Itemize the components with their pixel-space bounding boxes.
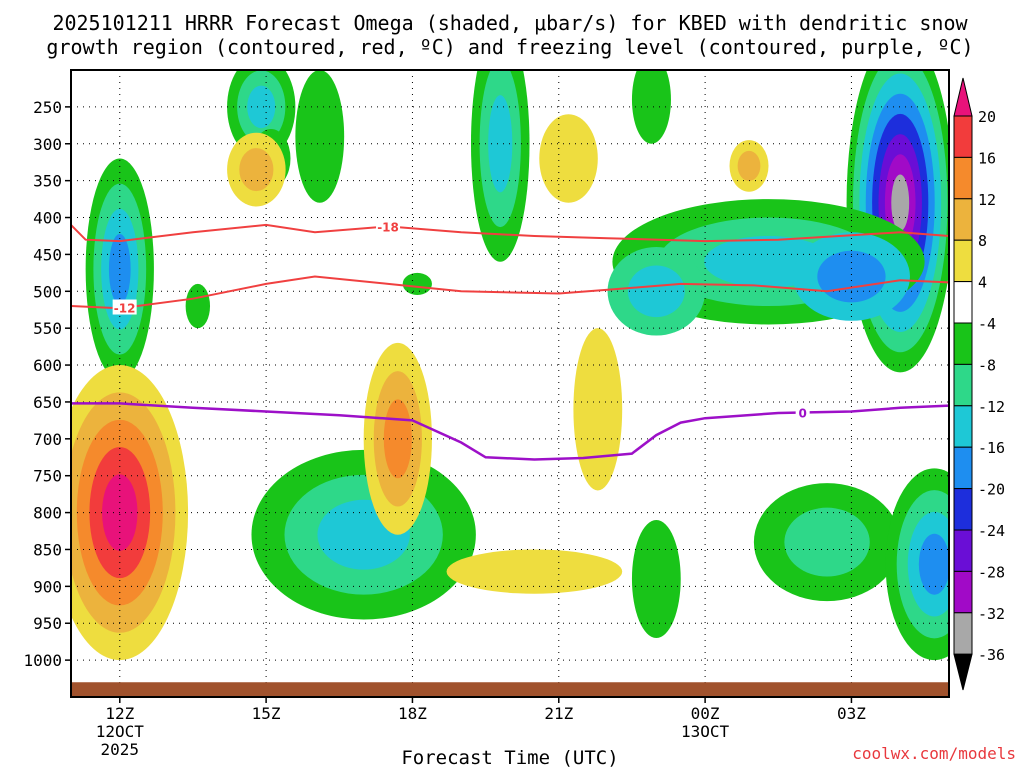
x-tick-label-2: 18Z: [398, 704, 427, 723]
omega-area-6-level-0: [539, 114, 598, 203]
omega-area-20-level-3: [918, 533, 949, 595]
chart-title-line-1: 2025101211 HRRR Forecast Omega (shaded, …: [52, 11, 968, 35]
colorbar-bin-4: [953, 239, 973, 283]
temperature-contours: -18 -12 0: [71, 218, 949, 461]
x-axis-label: Forecast Time (UTC): [401, 747, 618, 768]
y-tick-label-0: 250: [33, 98, 62, 117]
y-tick-label-5: 500: [33, 282, 62, 301]
x-tick-label-3: 21Z: [544, 704, 573, 723]
credit-text: coolwx.com/models: [852, 744, 1016, 763]
colorbar-label-7: -12: [978, 398, 1005, 416]
colorbar-label-3: 8: [978, 232, 987, 250]
colorbar-bin-5: [953, 281, 973, 324]
dendritic-contour-1: [71, 275, 949, 310]
colorbar-bin-7: [953, 363, 973, 407]
omega-area-16-level-0: [446, 549, 623, 594]
colorbar-label-8: -16: [978, 439, 1005, 457]
colorbar-bin-1: [953, 115, 973, 158]
colorbar-label-2: 12: [978, 191, 996, 209]
colorbar-bin-6: [953, 322, 973, 365]
y-tick-label-10: 750: [33, 467, 62, 486]
colorbar-label-10: -24: [978, 522, 1005, 540]
colorbar-label-11: -28: [978, 563, 1005, 581]
colorbar-bin-11: [953, 529, 973, 572]
pressure-axis: 250 300 350 400 450 500 550 600 650 700 750 800 850 9…: [23, 98, 71, 670]
y-tick-label-3: 400: [33, 209, 62, 228]
omega-area-7-level-0: [631, 70, 671, 144]
y-tick-label-7: 600: [33, 356, 62, 375]
colorbar-bin-9: [953, 446, 973, 490]
colorbar: 20 16 12 8 4 -4 -8 -12 -16 -20 -24 -28 -32 -36: [953, 77, 1005, 691]
colorbar-label-4: 4: [978, 274, 987, 292]
y-tick-label-4: 450: [33, 245, 62, 264]
colorbar-bin-14: [953, 653, 973, 691]
grid-lines: [71, 70, 949, 697]
colorbar-bin-2: [953, 156, 973, 200]
x-tick-label-4: 00Z: [691, 704, 720, 723]
colorbar-bin-13: [953, 612, 973, 655]
freezing-level-label: 0: [798, 406, 806, 420]
x-tick-label-1: 15Z: [252, 704, 281, 723]
y-tick-label-8: 650: [33, 393, 62, 412]
colorbar-label-0: 20: [978, 108, 996, 126]
y-tick-label-2: 350: [33, 172, 62, 191]
y-tick-label-12: 850: [33, 540, 62, 559]
dendritic-label-bg-0: [376, 218, 401, 234]
freezing-label-bg: [795, 404, 810, 420]
omega-area-21-level-0: [185, 283, 211, 329]
omega-area-4-level-1: [239, 148, 274, 192]
y-tick-label-1: 300: [33, 135, 62, 154]
omega-area-18-level-0: [631, 519, 681, 638]
omega-area-22-level-0: [402, 272, 432, 295]
colorbar-bin-12: [953, 570, 973, 614]
omega-area-8-level-1: [737, 150, 761, 181]
colorbar-label-5: -4: [978, 315, 996, 333]
dendritic-contour-0: [71, 223, 949, 243]
x-tick-label-5: 03Z: [837, 704, 866, 723]
omega-area-12-level-1: [817, 250, 886, 303]
omega-area-1-level-2: [247, 85, 276, 129]
omega-area-5-level-2: [488, 95, 513, 193]
dendritic-label-0: -18: [377, 220, 399, 234]
omega-area-3-level-0: [295, 70, 345, 203]
colorbar-label-1: 16: [978, 149, 996, 167]
omega-area-17-level-0: [573, 328, 623, 491]
y-tick-label-14: 950: [33, 614, 62, 633]
y-tick-label-15: 1000: [23, 651, 62, 670]
terrain-ground: [71, 682, 949, 697]
omega-area-0-level-3: [108, 233, 131, 305]
chart-title-line-2: growth region (contoured, red, ºC) and f…: [46, 35, 973, 59]
x-tick-label-0: 12Z: [105, 704, 134, 723]
omega-area-19-level-1: [784, 507, 870, 577]
omega-area-9-level-7: [891, 174, 910, 232]
y-tick-label-11: 800: [33, 504, 62, 523]
dendritic-label-1: -12: [114, 302, 136, 316]
y-tick-label-6: 550: [33, 319, 62, 338]
x-tick-date-0: 12OCT: [96, 722, 145, 741]
terrain-fill: [71, 682, 949, 697]
freezing-level-line: [71, 402, 949, 461]
colorbar-bin-10: [953, 488, 973, 531]
y-tick-label-9: 700: [33, 430, 62, 449]
x-tick-date-4: 13OCT: [681, 722, 730, 741]
colorbar-bin-0: [953, 77, 973, 117]
plot-frame: [70, 69, 950, 698]
omega-area-11-level-1: [627, 265, 685, 318]
colorbar-bin-8: [953, 405, 973, 448]
colorbar-bin-3: [953, 198, 973, 241]
colorbar-label-12: -32: [978, 605, 1005, 623]
y-tick-label-13: 900: [33, 577, 62, 596]
colorbar-label-13: -36: [978, 646, 1005, 664]
dendritic-label-bg-1: [112, 299, 137, 315]
colorbar-label-9: -20: [978, 481, 1005, 499]
colorbar-label-6: -8: [978, 356, 996, 374]
x-tick-year-0: 2025: [101, 740, 140, 759]
